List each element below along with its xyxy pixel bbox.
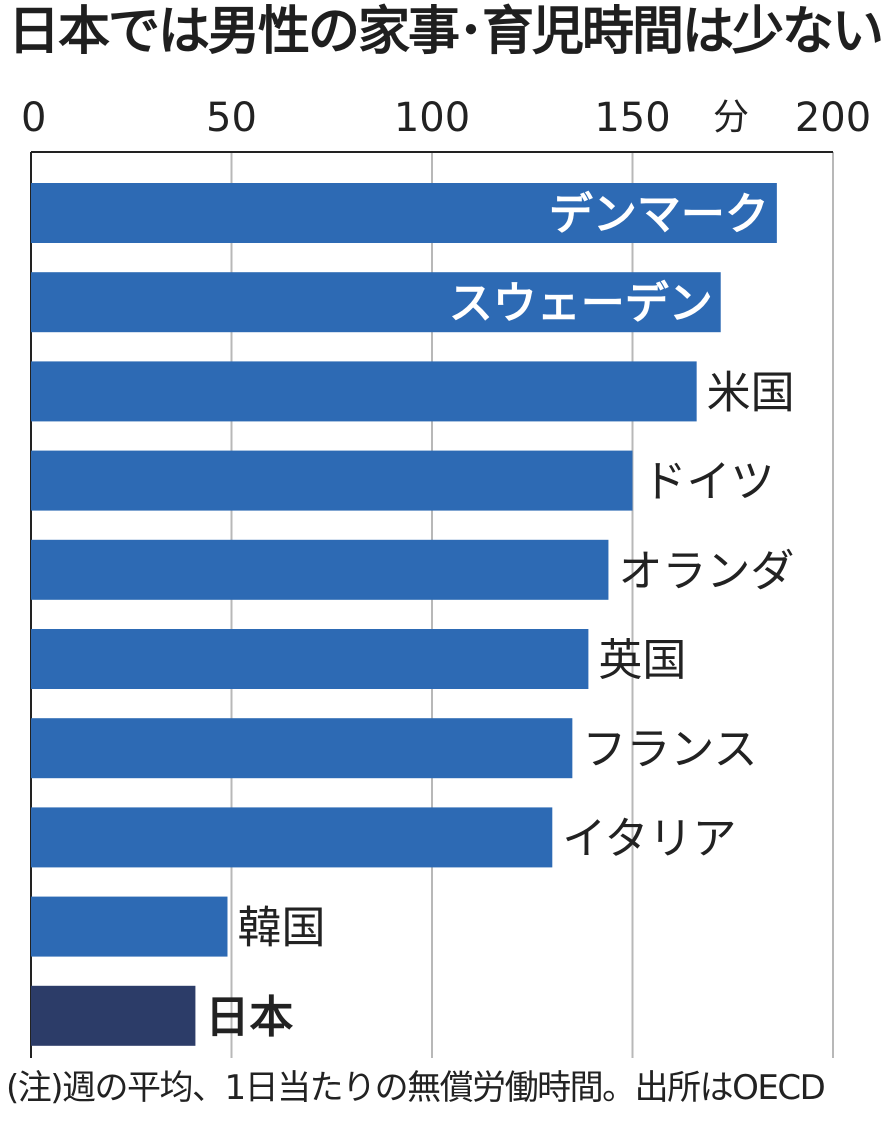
bar-label: デンマーク [549,189,769,240]
tick-label: 200 [795,95,871,141]
bar-label: オランダ [618,546,794,597]
bar-label: スウェーデン [449,278,713,329]
bar-label: フランス [582,724,757,775]
bar [31,985,196,1046]
bar [31,807,553,868]
bar [31,539,609,600]
tick-label: 0 [21,95,46,141]
bar-label: イタリア [562,813,736,864]
bar-label: ドイツ [643,457,775,508]
bar [31,183,777,243]
bar [31,361,697,422]
bar-label: 日本 [205,992,293,1043]
bar [31,450,633,511]
bar [31,272,721,333]
bar [31,896,228,957]
bar-label: 韓国 [237,903,325,954]
tick-label: 150 [594,95,670,141]
bar-label: 英国 [598,635,686,686]
tick-label: 100 [394,95,470,141]
chart-title: 日本では男性の家事･育児時間は少ない [8,2,884,62]
source-note: (注)週の平均、1日当たりの無償労働時間。出所はOECD [6,1068,826,1108]
bar [31,718,573,779]
bar-label: 米国 [707,367,795,418]
bar [31,629,589,689]
tick-label: 50 [206,95,257,141]
unit-label: 分 [713,97,749,138]
